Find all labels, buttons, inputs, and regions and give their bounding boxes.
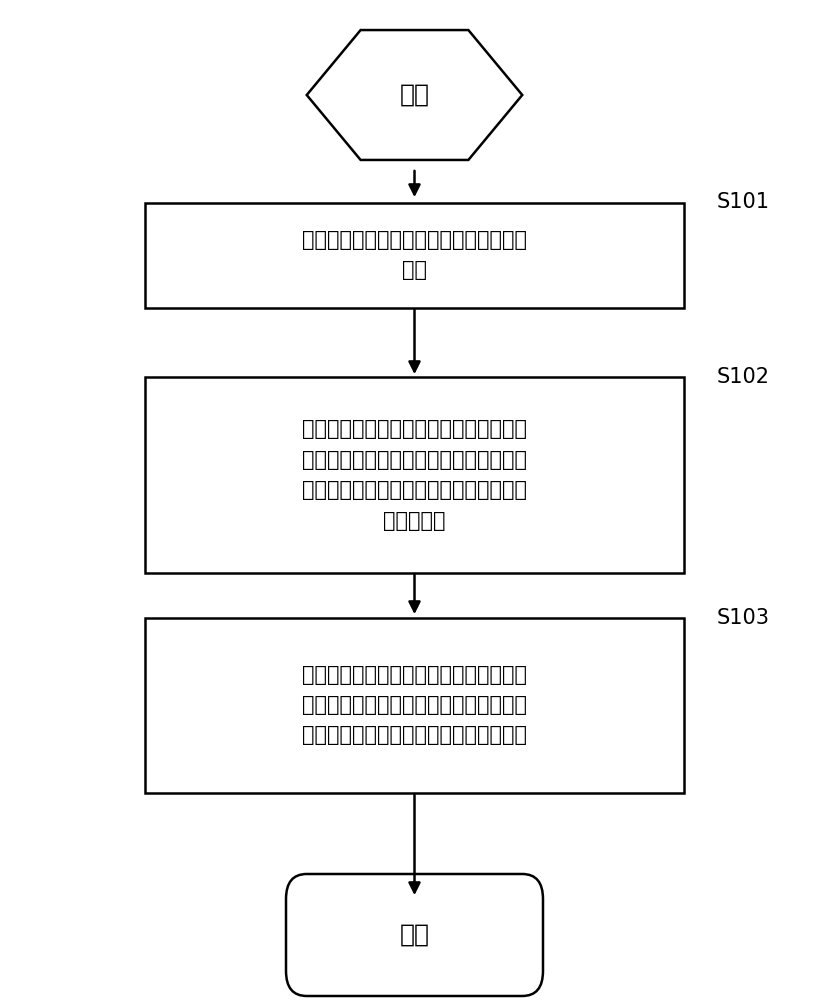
Text: 确定新能源功率供给预测量和氢气需求预
测量: 确定新能源功率供给预测量和氢气需求预 测量 xyxy=(301,230,527,280)
Text: 结束: 结束 xyxy=(399,923,429,947)
Polygon shape xyxy=(306,30,522,160)
Text: S102: S102 xyxy=(716,367,769,387)
Text: 控制氢能系统中的相应子系统，按照确定
出的策略运行，以使氢能系统利用新能源
功率和电网功率中的至少一个，实现制氢: 控制氢能系统中的相应子系统，按照确定 出的策略运行，以使氢能系统利用新能源 功率… xyxy=(301,665,527,745)
Bar xyxy=(145,377,683,572)
Text: S103: S103 xyxy=(716,608,769,628)
Bar xyxy=(145,202,683,308)
Text: 依据新能源功率供给预测量和氢气需求预
测量，确定供需平衡策略，以使新能源使
用率最大化、电网用电最小化且产氢量满
足氢气需求: 依据新能源功率供给预测量和氢气需求预 测量，确定供需平衡策略，以使新能源使 用率… xyxy=(301,419,527,531)
FancyBboxPatch shape xyxy=(286,874,542,996)
Bar xyxy=(145,617,683,792)
Text: S101: S101 xyxy=(716,192,769,213)
Text: 开始: 开始 xyxy=(399,83,429,107)
